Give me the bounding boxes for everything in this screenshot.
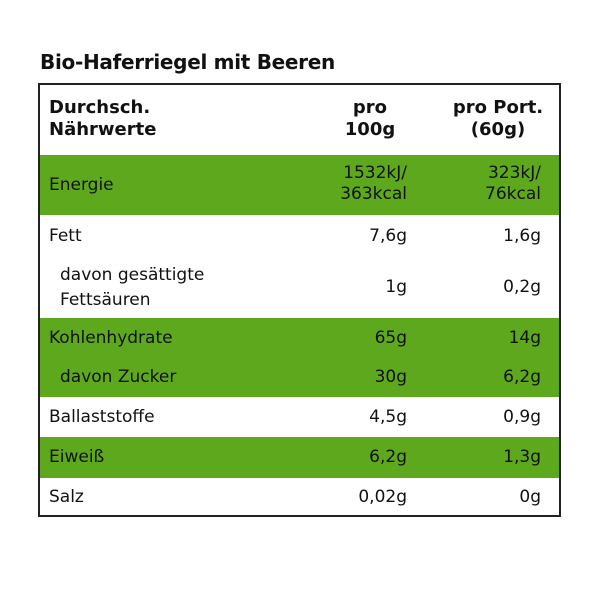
row-value-per-portion: 0g [519, 487, 541, 507]
value-line: 323kJ/ [487, 163, 541, 183]
row-value-per-portion: 1,3g [503, 447, 541, 467]
row-label: Eiweiß [49, 447, 105, 467]
table-row: Salz 0,02g 0g [40, 478, 559, 515]
row-value-per-portion: 0,9g [503, 407, 541, 427]
row-label: Energie [49, 175, 114, 195]
header-per-portion-line2: (60g) [470, 119, 526, 140]
row-value-per-100g: 0,02g [358, 487, 407, 507]
row-label: davon Zucker [60, 367, 177, 387]
row-label: Fett [49, 226, 82, 246]
label-line: davon gesättigte [60, 265, 205, 285]
table-row: davon Zucker 30g 6,2g [40, 358, 559, 397]
value-line: 363kcal [340, 184, 407, 204]
header-per-portion-line1: pro Port. [452, 97, 544, 118]
header-nutrients-line2: Nährwerte [49, 119, 157, 140]
header-nutrients-line1: Durchsch. [49, 97, 151, 118]
row-value-per-100g: 65g [374, 328, 407, 348]
table-row: davon gesättigte Fettsäuren 1g 0,2g [40, 257, 559, 318]
row-label: Ballaststoffe [49, 407, 155, 427]
table-row: Eiweiß 6,2g 1,3g [40, 437, 559, 478]
row-value-per-portion: 6,2g [503, 367, 541, 387]
header-per-100g-line1: pro [352, 97, 388, 118]
header-per-portion: pro Port. (60g) [445, 97, 551, 141]
row-value-per-portion: 14g [508, 328, 541, 348]
row-value-per-100g: 30g [374, 367, 407, 387]
row-value-per-100g: 7,6g [369, 226, 407, 246]
row-value-per-portion: 0,2g [503, 277, 541, 297]
value-line: 76kcal [485, 184, 541, 204]
row-value-per-100g: 4,5g [369, 407, 407, 427]
header-nutrients: Durchsch. Nährwerte [49, 97, 156, 141]
table-header-row: Durchsch. Nährwerte pro 100g pro Port. (… [40, 85, 559, 155]
table-row: Energie 1532kJ/ 363kcal 323kJ/ 76kcal [40, 155, 559, 215]
row-value-per-100g: 1532kJ/ 363kcal [340, 163, 407, 205]
table-row: Fett 7,6g 1,6g [40, 215, 559, 257]
row-value-per-portion: 323kJ/ 76kcal [485, 163, 541, 205]
row-label: davon gesättigte Fettsäuren [60, 263, 204, 313]
row-label: Salz [49, 487, 84, 507]
row-value-per-portion: 1,6g [503, 226, 541, 246]
label-line: Fettsäuren [60, 290, 151, 310]
value-line: 1532kJ/ [343, 163, 407, 183]
header-per-100g-line2: 100g [344, 119, 396, 140]
row-value-per-100g: 6,2g [369, 447, 407, 467]
row-label: Kohlenhydrate [49, 328, 173, 348]
row-value-per-100g: 1g [385, 277, 407, 297]
table-row: Kohlenhydrate 65g 14g [40, 318, 559, 358]
table-row: Ballaststoffe 4,5g 0,9g [40, 397, 559, 437]
product-title: Bio-Haferriegel mit Beeren [40, 50, 335, 74]
header-per-100g: pro 100g [330, 97, 410, 141]
nutrition-table: Durchsch. Nährwerte pro 100g pro Port. (… [38, 83, 561, 517]
